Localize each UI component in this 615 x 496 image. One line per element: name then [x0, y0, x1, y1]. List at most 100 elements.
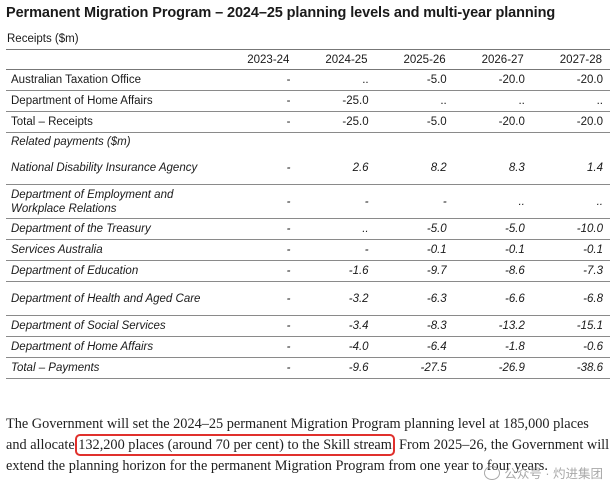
table-row: Related payments ($m) [6, 133, 610, 152]
cell-value: - [219, 151, 298, 185]
cell-value: -3.2 [297, 281, 376, 316]
table-row: Total – Receipts - -25.0 -5.0 -20.0 -20.0 [6, 111, 610, 133]
table-row: Department of Home Affairs - -25.0...... [6, 90, 610, 112]
cell-value: - [219, 260, 298, 282]
row-label: Department of Health and Aged Care [6, 281, 220, 316]
cell-value: -9.7 [375, 260, 454, 282]
cell-value: -6.8 [531, 281, 610, 316]
body-paragraph: The Government will set the 2024–25 perm… [6, 414, 611, 477]
cell-value: .. [375, 90, 454, 112]
row-label: Department of the Treasury [6, 218, 220, 240]
table-row: Department of Social Services - -3.4 -8.3 -1… [6, 315, 610, 337]
cell-value: -25.0 [297, 111, 376, 133]
cell-value [376, 133, 454, 152]
cell-value: -10.0 [531, 218, 610, 240]
cell-value [219, 133, 297, 152]
budget-table-container: 2023-24 2024-25 2025-26 2026-27 2027-28 … [6, 49, 610, 379]
row-label: Department of Employment and Workplace R… [6, 184, 220, 219]
cell-value: -1.8 [453, 336, 532, 358]
table-header-row: 2023-24 2024-25 2025-26 2026-27 2027-28 [6, 49, 610, 70]
cell-value: - [219, 184, 298, 219]
cell-value: - [219, 111, 298, 133]
cell-value: -7.3 [531, 260, 610, 282]
column-header: 2027-28 [531, 49, 610, 70]
cell-value: - [375, 184, 454, 219]
column-header: 2025-26 [375, 49, 454, 70]
cell-value: - [219, 357, 298, 379]
receipts-unit-label: Receipts ($m) [7, 33, 79, 45]
cell-value: -20.0 [531, 69, 610, 91]
cell-value: -20.0 [453, 111, 532, 133]
cell-value: -6.3 [375, 281, 454, 316]
cell-value: -25.0 [297, 90, 376, 112]
table-title: Permanent Migration Program – 2024–25 pl… [6, 5, 556, 21]
table-row: Department of the Treasury -.. -5.0 -5.0 -10… [6, 218, 610, 240]
cell-value [532, 133, 610, 152]
cell-value: -0.1 [453, 239, 532, 261]
cell-value: -3.4 [297, 315, 376, 337]
cell-value: -1.6 [297, 260, 376, 282]
cell-value: - [297, 239, 376, 261]
cell-value: -5.0 [375, 69, 454, 91]
cell-value: -0.6 [531, 336, 610, 358]
highlighted-skill-stream-text: 132,200 places (around 70 per cent) to t… [75, 434, 395, 456]
cell-value: .. [453, 184, 532, 219]
cell-value: -4.0 [297, 336, 376, 358]
row-label: Total – Receipts [6, 111, 220, 133]
cell-value: - [219, 281, 298, 316]
cell-value: -0.1 [375, 239, 454, 261]
cell-value: - [219, 90, 298, 112]
table-row: Department of Health and Aged Care - -3.2-… [6, 281, 610, 316]
cell-value: .. [453, 90, 532, 112]
paragraph-text-before: The Government will set the 2024–25 perm… [6, 416, 593, 453]
cell-value: 8.2 [375, 151, 454, 185]
cell-value: 1.4 [531, 151, 610, 185]
row-label: Services Australia [6, 239, 220, 261]
column-header: 2026-27 [453, 49, 532, 70]
table-row: Department of Employment and Workplace R… [6, 184, 610, 219]
table-row: Total – Payments - -9.6 -27.5 -26.9 -38.6 [6, 357, 610, 379]
watermark: 公众号 · 灼进集团 [484, 463, 603, 482]
cell-value: 2.6 [297, 151, 376, 185]
wechat-icon [484, 465, 501, 480]
cell-value: - [219, 218, 298, 240]
cell-value: -26.9 [453, 357, 532, 379]
watermark-text: 公众号 · 灼进集团 [504, 467, 603, 481]
cell-value [454, 133, 532, 152]
column-header: 2024-25 [297, 49, 376, 70]
cell-value: - [219, 239, 298, 261]
row-label: National Disability Insurance Agency [6, 151, 220, 185]
cell-value: - [219, 315, 298, 337]
cell-value: .. [297, 218, 376, 240]
column-header: 2023-24 [219, 49, 298, 70]
cell-value: -38.6 [531, 357, 610, 379]
cell-value: -6.4 [375, 336, 454, 358]
cell-value [297, 133, 375, 152]
cell-value: -8.6 [453, 260, 532, 282]
column-header [6, 49, 220, 70]
cell-value: -13.2 [453, 315, 532, 337]
row-label: Australian Taxation Office [6, 69, 220, 91]
cell-value: .. [297, 69, 376, 91]
cell-value: -5.0 [375, 218, 454, 240]
table-row: National Disability Insurance Agency -2.6… [6, 151, 610, 185]
cell-value: -6.6 [453, 281, 532, 316]
cell-value: -5.0 [453, 218, 532, 240]
paragraph-text-after: . From 2025–26, the Government will exte… [6, 437, 613, 474]
cell-value: .. [531, 184, 610, 219]
table-row: Department of Home Affairs - -4.0 -6.4 -1.8-… [6, 336, 610, 358]
budget-table: 2023-24 2024-25 2025-26 2026-27 2027-28 … [6, 49, 610, 379]
table-body: Australian Taxation Office -.. -5.0 -20.0 -2… [6, 69, 610, 379]
cell-value: -15.1 [531, 315, 610, 337]
cell-value: 8.3 [453, 151, 532, 185]
row-label: Department of Social Services [6, 315, 220, 337]
row-label: Department of Home Affairs [6, 90, 220, 112]
cell-value: -0.1 [531, 239, 610, 261]
cell-value: - [219, 69, 298, 91]
table-row: Services Australia - - -0.1 -0.1 -0.1 [6, 239, 610, 261]
cell-value: -20.0 [531, 111, 610, 133]
row-label: Department of Education [6, 260, 220, 282]
row-label: Related payments ($m) [11, 136, 131, 148]
cell-value: .. [531, 90, 610, 112]
cell-value: -27.5 [375, 357, 454, 379]
